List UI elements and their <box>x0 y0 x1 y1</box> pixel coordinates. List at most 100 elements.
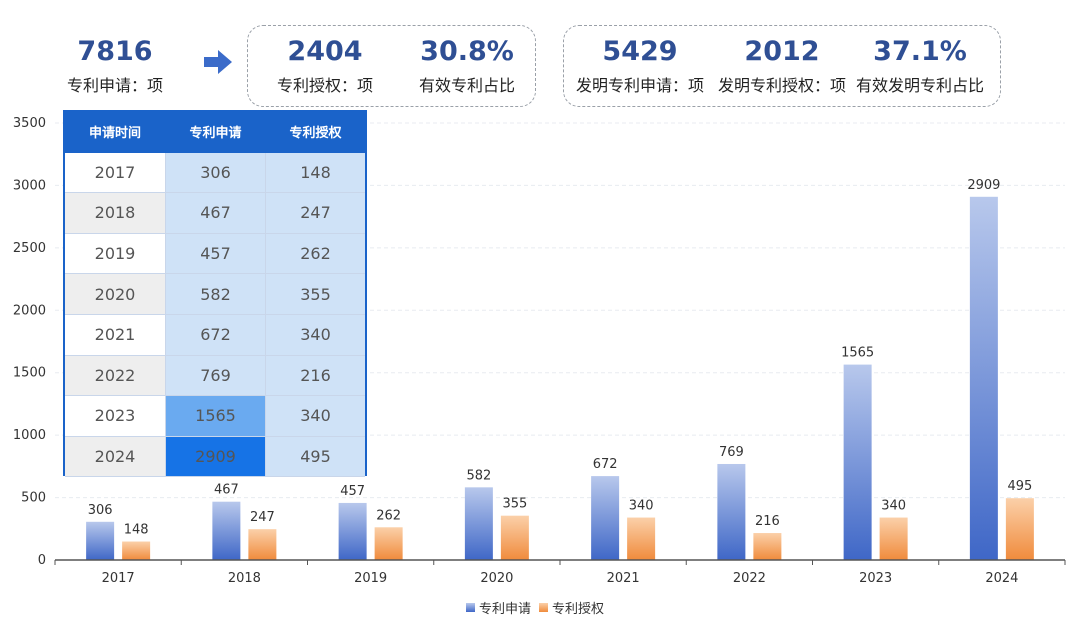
y-tick-label: 1000 <box>13 428 46 443</box>
bar-value-label: 355 <box>502 497 527 512</box>
kpi-valid-ratio-label: 有效专利占比 <box>418 76 515 95</box>
bar-applications <box>591 476 620 560</box>
bar-value-label: 148 <box>124 523 149 538</box>
bar-value-label: 262 <box>376 508 401 523</box>
y-tick-label: 2000 <box>13 303 46 318</box>
chart-legend: 专利申请 专利授权 <box>466 598 604 617</box>
table-cell-applications: 769 <box>166 355 266 397</box>
bar-value-label: 1565 <box>841 346 874 361</box>
kpi-invention-applications-value: 5429 <box>602 36 678 67</box>
bar-value-label: 247 <box>250 510 275 525</box>
bar-applications <box>338 502 367 560</box>
y-tick-label: 3500 <box>13 116 46 131</box>
bar-applications <box>717 463 746 560</box>
kpi-invention-applications-label: 发明专利申请：项 <box>575 76 704 95</box>
y-tick-label: 0 <box>38 553 46 568</box>
table-cell-granted: 340 <box>266 396 365 437</box>
x-tick-label: 2022 <box>733 571 766 586</box>
table-cell-applications: 582 <box>166 274 266 315</box>
table-cell-applications: 1565 <box>166 396 266 437</box>
x-tick-label: 2020 <box>480 571 513 586</box>
legend-swatch-grant <box>539 603 549 612</box>
table-header-cell: 专利授权 <box>266 112 365 153</box>
table-cell-granted: 216 <box>266 355 365 397</box>
x-tick-label: 2021 <box>607 571 640 586</box>
table-cell-granted: 262 <box>266 233 365 275</box>
table-row: 2017 306 148 <box>65 152 365 194</box>
arrow-right-icon <box>204 50 232 74</box>
kpi-total-applications-value: 7816 <box>77 36 153 67</box>
bar-value-label: 306 <box>88 503 113 518</box>
x-tick-label: 2023 <box>859 571 892 586</box>
data-table: 申请时间 专利申请 专利授权 2017 306 148 2018 467 247 2019 4… <box>63 110 367 478</box>
table-row: 2021 672 340 <box>65 315 365 356</box>
table-cell-applications: 457 <box>166 233 266 275</box>
bar-applications <box>86 521 115 560</box>
kpi-invention-granted-label: 发明专利授权：项 <box>717 76 846 95</box>
bar-granted <box>627 517 656 560</box>
table-cell-granted: 355 <box>266 274 365 315</box>
table-header-cell: 专利申请 <box>166 112 266 153</box>
table-row: 2019 457 262 <box>65 233 365 275</box>
y-tick-label: 2500 <box>13 241 46 256</box>
bar-value-label: 582 <box>466 468 491 483</box>
table-cell-granted: 495 <box>266 436 365 478</box>
bar-granted <box>879 517 908 560</box>
kpi-granted-label: 专利授权：项 <box>276 76 373 95</box>
bar-granted <box>248 529 277 560</box>
bar-value-label: 672 <box>593 457 618 472</box>
kpi-invention-granted-value: 2012 <box>744 36 820 67</box>
bar-applications <box>464 487 493 560</box>
bar-granted <box>122 541 151 560</box>
table-row: 2024 2909 495 <box>65 436 365 478</box>
bar-value-label: 340 <box>629 499 654 514</box>
table-cell-applications: 2909 <box>166 436 266 478</box>
table-cell-applications: 306 <box>166 152 266 194</box>
bar-applications <box>212 501 241 560</box>
bar-value-label: 340 <box>881 499 906 514</box>
y-tick-label: 500 <box>21 491 46 506</box>
bar-value-label: 467 <box>214 483 239 498</box>
kpi-valid-invention-ratio-label: 有效发明专利占比 <box>855 76 984 95</box>
table-cell-applications: 467 <box>166 193 266 234</box>
bar-granted <box>753 533 782 560</box>
bar-value-label: 769 <box>719 445 744 460</box>
table-cell-year: 2023 <box>65 396 166 437</box>
x-tick-label: 2018 <box>228 571 261 586</box>
table-header-cell: 申请时间 <box>65 112 166 153</box>
kpi-valid-ratio-value: 30.8% <box>420 36 514 67</box>
bar-granted <box>374 527 403 560</box>
invention-summary-box <box>563 25 1001 107</box>
table-row: 2020 582 355 <box>65 274 365 315</box>
table-cell-granted: 148 <box>266 152 365 194</box>
table-cell-year: 2021 <box>65 315 166 356</box>
table-row: 2018 467 247 <box>65 193 365 234</box>
table-cell-year: 2018 <box>65 193 166 234</box>
kpi-granted-value: 2404 <box>287 36 363 67</box>
x-tick-label: 2017 <box>102 571 135 586</box>
table-cell-year: 2020 <box>65 274 166 315</box>
bar-value-label: 216 <box>755 514 780 529</box>
table-cell-year: 2019 <box>65 233 166 275</box>
table-cell-applications: 672 <box>166 315 266 356</box>
table-cell-granted: 247 <box>266 193 365 234</box>
legend-label-apply: 专利申请 <box>479 602 532 617</box>
kpi-total-applications-label: 专利申请：项 <box>66 76 163 95</box>
bar-applications <box>843 364 872 560</box>
table-row: 2022 769 216 <box>65 355 365 397</box>
bar-value-label: 495 <box>1007 479 1032 494</box>
table-row: 2023 1565 340 <box>65 396 365 437</box>
x-tick-label: 2019 <box>354 571 387 586</box>
kpi-valid-invention-ratio-value: 37.1% <box>873 36 967 67</box>
bar-value-label: 457 <box>340 484 365 499</box>
table-cell-year: 2022 <box>65 355 166 397</box>
y-tick-label: 1500 <box>13 366 46 381</box>
x-tick-label: 2024 <box>985 571 1018 586</box>
bar-value-label: 2909 <box>967 178 1000 193</box>
bar-granted <box>1005 498 1034 560</box>
y-tick-label: 3000 <box>13 178 46 193</box>
granted-summary-box <box>247 25 536 107</box>
bar-applications <box>969 196 998 560</box>
legend-label-grant: 专利授权 <box>552 602 605 617</box>
table-cell-year: 2024 <box>65 436 166 478</box>
